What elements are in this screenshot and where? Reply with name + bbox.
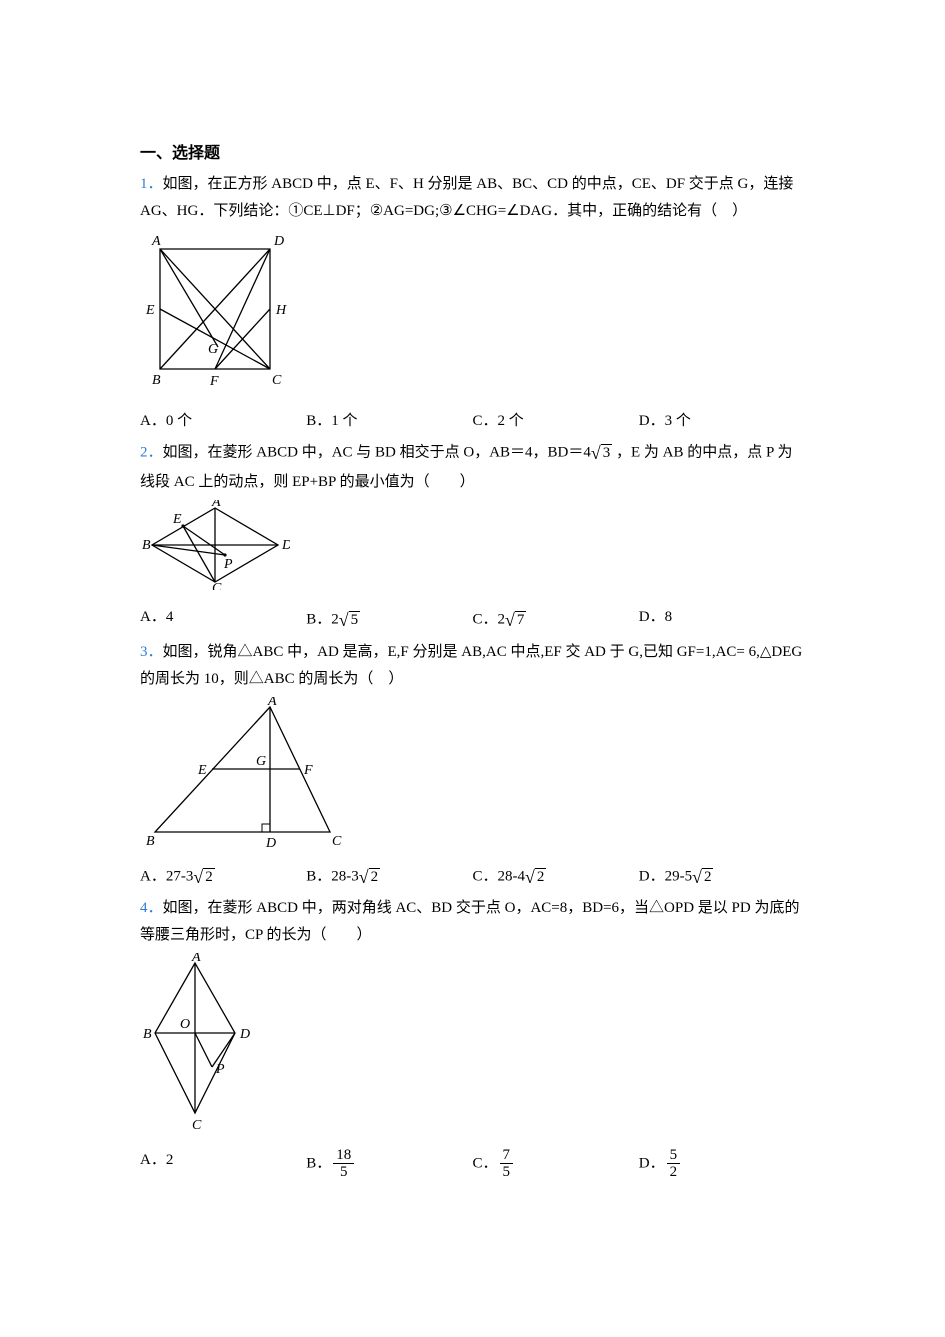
- question-number: 4．: [140, 900, 163, 916]
- svg-text:A: A: [191, 953, 201, 965]
- svg-text:A: A: [267, 697, 277, 709]
- q4-opt-c[interactable]: C．75: [473, 1147, 639, 1181]
- question-1: 1．如图，在正方形 ABCD 中，点 E、F、H 分别是 AB、BC、CD 的中…: [140, 171, 805, 225]
- q4-opt-b[interactable]: B．185: [306, 1147, 472, 1181]
- sqrt-icon: √3: [591, 437, 612, 469]
- svg-text:F: F: [303, 763, 313, 778]
- page-content: 一、选择题 1．如图，在正方形 ABCD 中，点 E、F、H 分别是 AB、BC…: [0, 0, 945, 1241]
- svg-text:H: H: [275, 303, 287, 318]
- svg-text:C: C: [272, 373, 282, 388]
- q2-opt-c[interactable]: C．2√7: [473, 604, 639, 636]
- question-3: 3．如图，锐角△ABC 中，AD 是高，E,F 分别是 AB,AC 中点,EF …: [140, 639, 805, 693]
- svg-text:A: A: [151, 234, 161, 249]
- question-text: 如图，在正方形 ABCD 中，点 E、F、H 分别是 AB、BC、CD 的中点，…: [140, 176, 793, 219]
- q4-opt-a[interactable]: A．2: [140, 1147, 306, 1181]
- q1-opt-b[interactable]: B．1 个: [306, 408, 472, 435]
- svg-text:D: D: [281, 538, 290, 553]
- question-text: 如图，锐角△ABC 中，AD 是高，E,F 分别是 AB,AC 中点,EF 交 …: [140, 644, 802, 687]
- svg-text:C: C: [212, 581, 222, 590]
- q2-opt-a[interactable]: A．4: [140, 604, 306, 636]
- svg-text:D: D: [239, 1027, 250, 1042]
- q4-options: A．2 B．185 C．75 D．52: [140, 1147, 805, 1181]
- svg-text:F: F: [209, 374, 219, 389]
- svg-text:D: D: [273, 234, 284, 249]
- q2-diagram: A B D C E P: [140, 500, 805, 600]
- question-2: 2．如图，在菱形 ABCD 中，AC 与 BD 相交于点 O，AB＝4，BD＝4…: [140, 437, 805, 496]
- svg-text:B: B: [143, 1027, 152, 1042]
- svg-text:B: B: [152, 373, 161, 388]
- q1-opt-d[interactable]: D．3 个: [639, 408, 805, 435]
- svg-text:E: E: [145, 303, 155, 318]
- q3-opt-b[interactable]: B．28-3√2: [306, 861, 472, 893]
- q4-diagram: A B O D P C: [140, 953, 805, 1143]
- svg-text:G: G: [208, 342, 218, 357]
- question-number: 2．: [140, 444, 163, 460]
- q3-opt-a[interactable]: A．27-3√2: [140, 861, 306, 893]
- question-4: 4．如图，在菱形 ABCD 中，两对角线 AC、BD 交于点 O，AC=8，BD…: [140, 895, 805, 949]
- svg-text:A: A: [211, 500, 221, 510]
- question-text: 如图，在菱形 ABCD 中，两对角线 AC、BD 交于点 O，AC=8，BD=6…: [140, 900, 799, 943]
- question-text-prefix: 如图，在菱形 ABCD 中，AC 与 BD 相交于点 O，AB＝4，BD＝4: [163, 444, 591, 460]
- svg-text:P: P: [223, 557, 233, 572]
- q2-options: A．4 B．2√5 C．2√7 D．8: [140, 604, 805, 636]
- svg-text:E: E: [197, 763, 207, 778]
- q1-opt-c[interactable]: C．2 个: [473, 408, 639, 435]
- svg-text:C: C: [192, 1118, 202, 1133]
- svg-text:P: P: [215, 1062, 225, 1077]
- q3-options: A．27-3√2 B．28-3√2 C．28-4√2 D．29-5√2: [140, 861, 805, 893]
- section-heading: 一、选择题: [140, 140, 805, 169]
- svg-text:B: B: [142, 538, 151, 553]
- q1-diagram: A D E H B F C G: [140, 229, 805, 404]
- svg-text:D: D: [265, 836, 276, 847]
- q1-opt-a[interactable]: A．0 个: [140, 408, 306, 435]
- q2-opt-d[interactable]: D．8: [639, 604, 805, 636]
- svg-text:B: B: [146, 834, 155, 847]
- question-number: 1．: [140, 176, 163, 192]
- svg-text:O: O: [180, 1017, 190, 1032]
- q3-opt-d[interactable]: D．29-5√2: [639, 861, 805, 893]
- q2-opt-b[interactable]: B．2√5: [306, 604, 472, 636]
- svg-text:G: G: [256, 754, 266, 769]
- q3-diagram: A E G F B D C: [140, 697, 805, 857]
- q1-options: A．0 个 B．1 个 C．2 个 D．3 个: [140, 408, 805, 435]
- q3-opt-c[interactable]: C．28-4√2: [473, 861, 639, 893]
- svg-text:E: E: [172, 512, 182, 527]
- q4-opt-d[interactable]: D．52: [639, 1147, 805, 1181]
- svg-text:C: C: [332, 834, 342, 847]
- question-number: 3．: [140, 644, 163, 660]
